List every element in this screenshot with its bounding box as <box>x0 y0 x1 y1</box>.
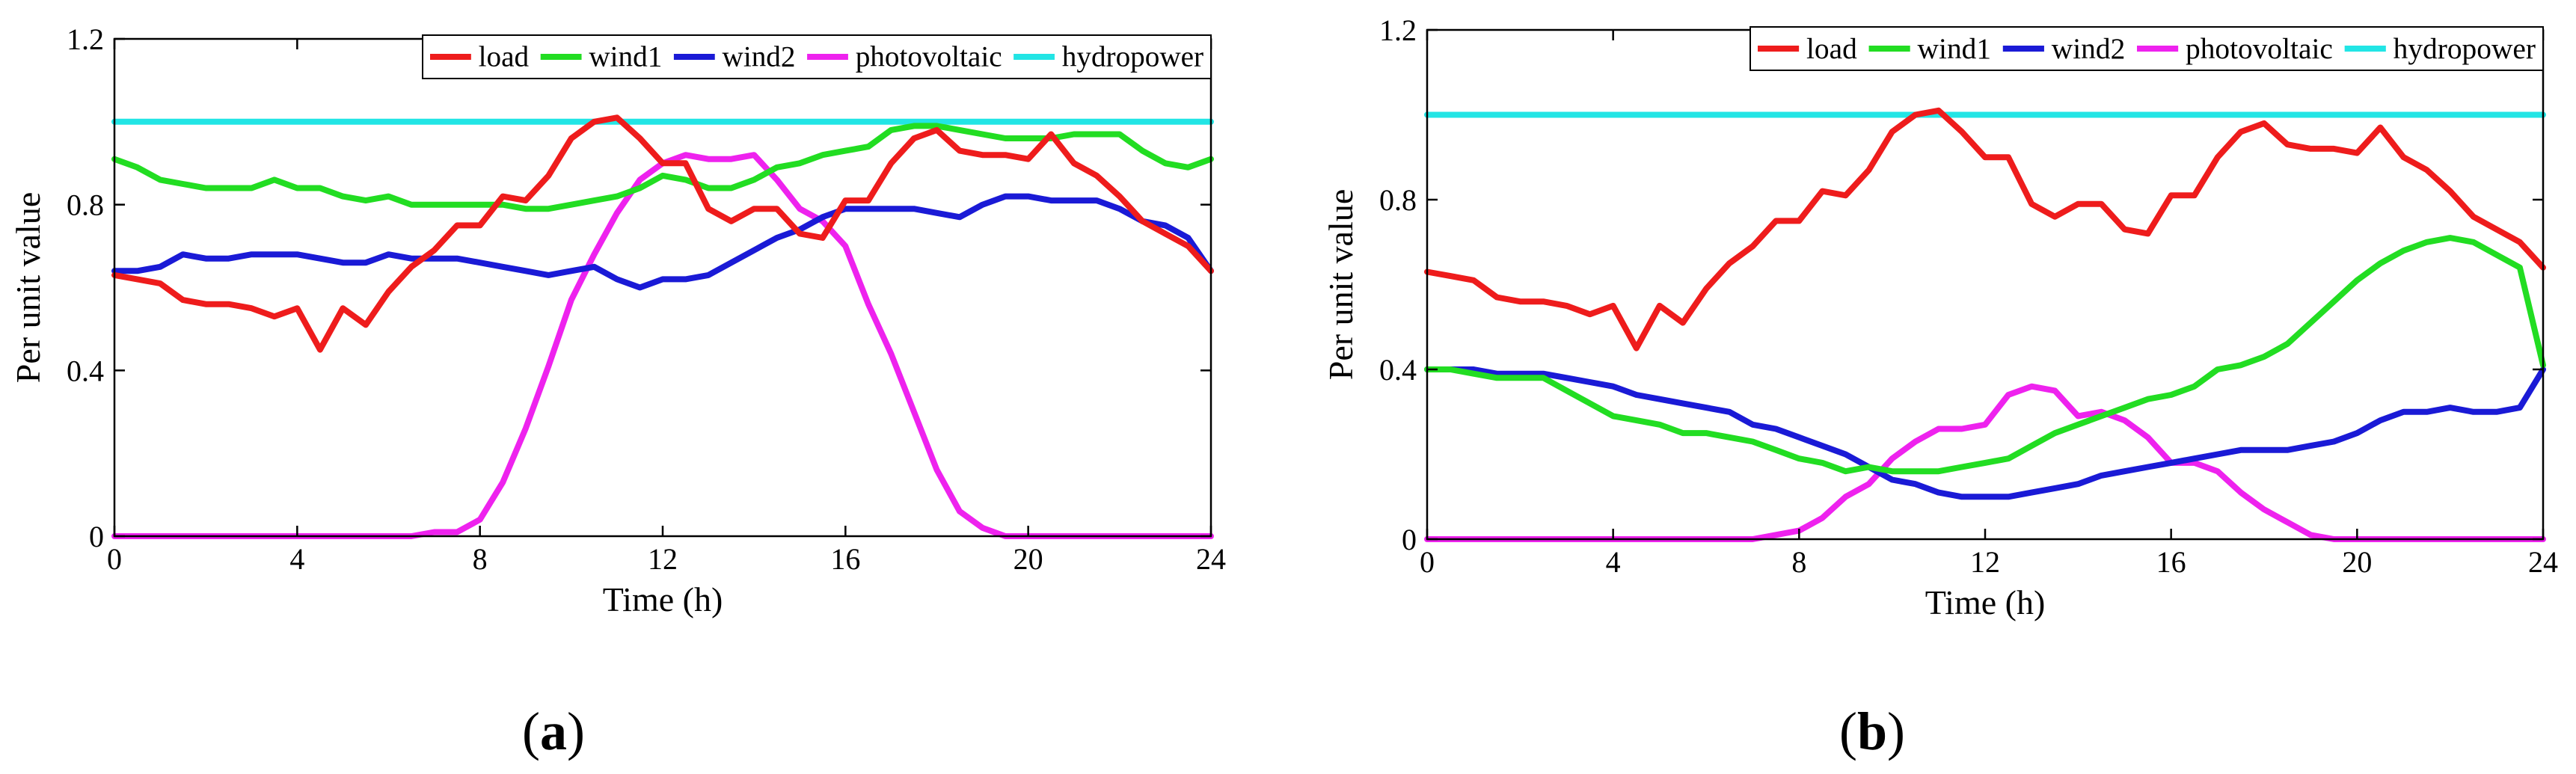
legend-label-photovoltaic-b: photovoltaic <box>2186 32 2333 65</box>
series-line-load-a <box>111 114 1214 353</box>
legend-label-wind1-b: wind1 <box>1918 32 1991 65</box>
legend-label-hydropower-b: hydropower <box>2393 32 2536 65</box>
legend-label-wind2-a: wind2 <box>723 41 796 73</box>
x-tick-label-a-3: 12 <box>648 542 678 576</box>
legend-label-load-b: load <box>1806 32 1857 65</box>
y-tick-label-a-1: 0.4 <box>67 354 104 387</box>
legend-label-wind1-a: wind1 <box>589 41 662 73</box>
panel-label-a: (a) <box>522 701 585 761</box>
plot-area-a <box>114 39 1211 536</box>
y-tick-label-b-1: 0.4 <box>1379 353 1417 387</box>
x-tick-label-b-3: 12 <box>1970 545 2000 579</box>
y-tick-label-b-0: 0 <box>1402 523 1417 556</box>
legend-label-wind2-b: wind2 <box>2052 32 2125 65</box>
y-axis-label-a: Per unit value <box>9 192 47 384</box>
panel-label-b: (b) <box>1839 701 1905 761</box>
series-line-wind2-a <box>111 193 1214 291</box>
x-tick-label-b-2: 8 <box>1791 545 1806 579</box>
x-tick-label-a-0: 0 <box>107 542 122 576</box>
x-tick-label-b-4: 16 <box>2156 545 2186 579</box>
y-tick-label-a-3: 1.2 <box>67 22 104 56</box>
x-tick-label-b-5: 20 <box>2342 545 2372 579</box>
series-line-wind1-a <box>111 123 1214 212</box>
x-tick-label-a-5: 20 <box>1013 542 1043 576</box>
y-tick-label-b-3: 1.2 <box>1379 13 1417 47</box>
x-axis-label-a: Time (h) <box>603 580 723 618</box>
legend-label-photovoltaic-a: photovoltaic <box>856 41 1002 73</box>
x-tick-label-a-6: 24 <box>1196 542 1226 576</box>
series-line-load-b <box>1424 107 2546 351</box>
x-tick-label-a-4: 16 <box>830 542 860 576</box>
legend-b: load wind1 wind2 photovoltaic hydropower <box>1749 26 2544 71</box>
x-tick-label-b-6: 24 <box>2528 545 2558 579</box>
x-axis-label-b: Time (h) <box>1925 583 2046 621</box>
legend-label-load-a: load <box>479 41 530 73</box>
y-tick-label-b-2: 0.8 <box>1379 183 1417 217</box>
y-tick-label-a-2: 0.8 <box>67 188 104 222</box>
y-tick-label-a-0: 0 <box>89 520 104 553</box>
series-line-wind1-b <box>1424 235 2546 475</box>
x-tick-label-b-1: 4 <box>1606 545 1621 579</box>
x-tick-label-a-1: 4 <box>289 542 304 576</box>
y-axis-label-b: Per unit value <box>1322 189 1360 381</box>
chart-panel-b: 0 4 8 12 16 20 24 0 0.4 0.8 1.2 Time (h) Per unit va… <box>1322 13 2558 761</box>
legend-a: load wind1 wind2 photovoltaic hydropower <box>422 34 1212 79</box>
x-tick-label-b-0: 0 <box>1420 545 1435 579</box>
legend-label-hydropower-a: hydropower <box>1062 41 1203 73</box>
series-line-wind2-b <box>1424 366 2546 500</box>
x-tick-label-a-2: 8 <box>473 542 488 576</box>
chart-panel-a: 0 4 8 12 16 20 24 0 0.4 0.8 1.2 Time (h) Per unit va… <box>9 22 1226 761</box>
